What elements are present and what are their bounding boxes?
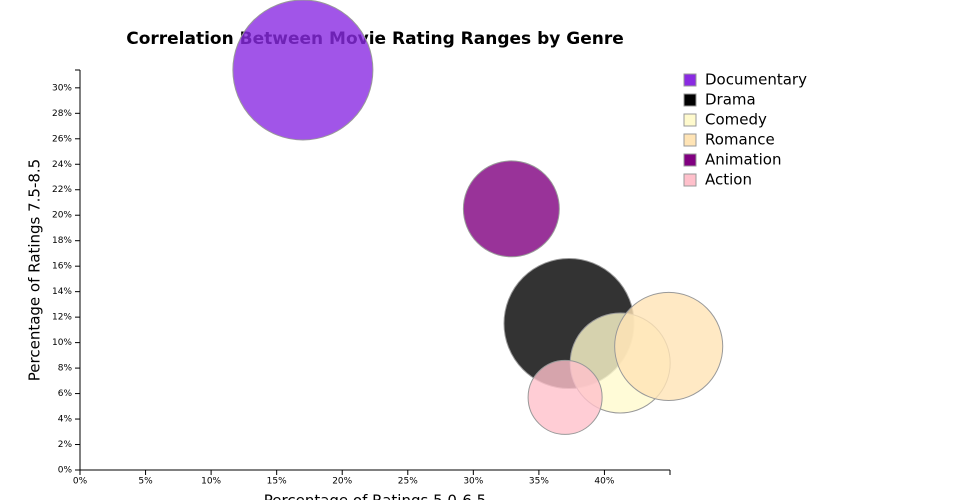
x-tick-label: 10%: [201, 477, 221, 487]
y-tick-label: 24%: [52, 160, 72, 170]
x-tick-label: 30%: [463, 477, 483, 487]
legend-label: Animation: [705, 151, 781, 169]
y-tick-label: 22%: [52, 185, 72, 195]
bubble: [462, 160, 560, 258]
y-tick-label: 10%: [52, 338, 72, 348]
legend-swatch: [683, 93, 697, 107]
chart-title: Correlation Between Movie Rating Ranges …: [126, 29, 624, 49]
y-tick-label: 12%: [52, 313, 72, 323]
legend-swatch: [683, 73, 697, 87]
y-tick-label: 28%: [52, 109, 72, 119]
y-tick-label: 26%: [52, 134, 72, 144]
y-tick-label: 0%: [58, 466, 73, 476]
y-tick-label: 18%: [52, 236, 72, 246]
legend-label: Romance: [705, 131, 775, 149]
legend-swatch: [683, 113, 697, 127]
y-tick-label: 8%: [58, 364, 73, 374]
y-tick-label: 4%: [58, 415, 73, 425]
y-tick-label: 6%: [58, 389, 73, 399]
y-axis-label: Percentage of Ratings 7.5-8.5: [26, 159, 44, 381]
legend-swatch: [683, 173, 697, 187]
legend-swatch: [683, 153, 697, 167]
legend-label: Action: [705, 171, 752, 189]
x-axis-label: Percentage of Ratings 5.0-6.5: [264, 492, 486, 500]
y-tick-label: 14%: [52, 287, 72, 297]
legend-label: Drama: [705, 91, 756, 109]
x-tick-label: 0%: [73, 477, 88, 487]
bubble: [614, 291, 724, 401]
legend-label: Documentary: [705, 71, 807, 89]
x-tick-label: 25%: [398, 477, 418, 487]
legend-swatch: [683, 133, 697, 147]
y-tick-label: 16%: [52, 262, 72, 272]
bubble: [527, 359, 603, 435]
x-tick-label: 5%: [138, 477, 153, 487]
bubble: [232, 0, 374, 141]
y-tick-label: 2%: [58, 440, 73, 450]
x-tick-label: 40%: [594, 477, 614, 487]
x-tick-label: 15%: [267, 477, 287, 487]
y-tick-label: 30%: [52, 83, 72, 93]
legend-label: Comedy: [705, 111, 767, 129]
x-tick-label: 35%: [529, 477, 549, 487]
x-tick-label: 20%: [332, 477, 352, 487]
y-tick-label: 20%: [52, 211, 72, 221]
